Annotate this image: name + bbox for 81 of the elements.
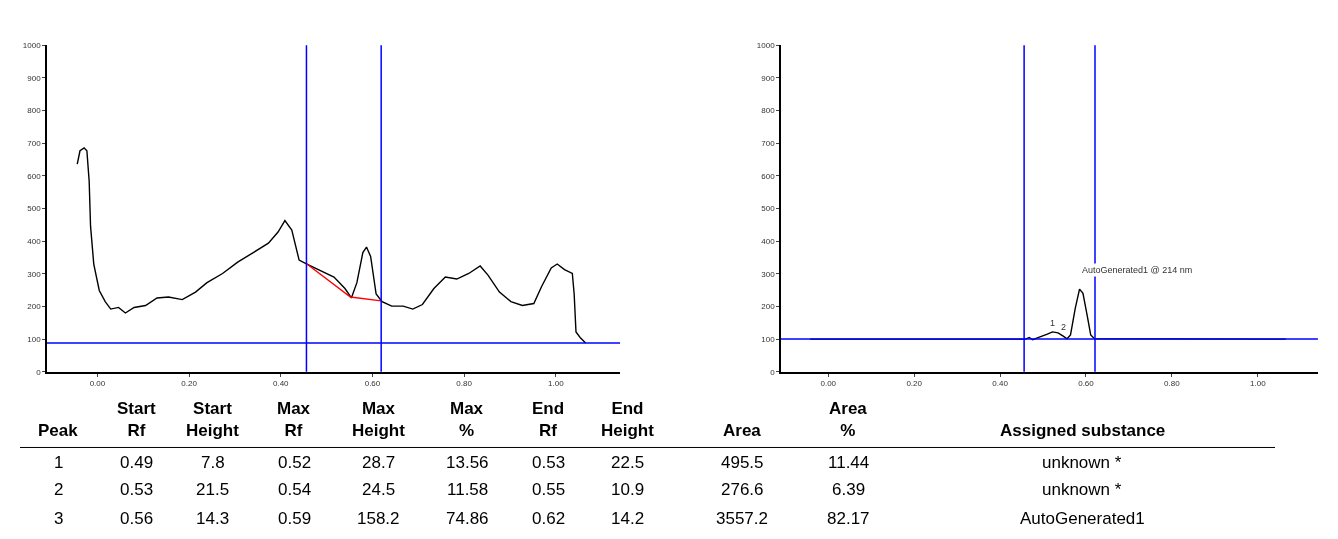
text: 14.2 [611, 509, 645, 528]
y-tick-label: 100 [761, 334, 776, 344]
y-tick-label: 900 [27, 73, 42, 83]
text: 0.49 [120, 453, 154, 472]
y-tick-label: 200 [761, 302, 776, 312]
text: 0.59 [278, 509, 312, 528]
x-tick-label: 0.20 [181, 379, 198, 389]
y-tick-label: 200 [27, 302, 42, 312]
y-tick-label: 300 [27, 269, 42, 279]
y-tick-label: 0 [770, 367, 776, 377]
y-tick-label: 500 [761, 204, 776, 214]
x-tick-label: 0.40 [272, 379, 290, 389]
text: Start Rf [117, 399, 157, 441]
text: Max Height [352, 399, 406, 441]
text: End Rf [532, 399, 565, 441]
text: 21.5 [196, 480, 230, 499]
x-tick-label: 1.00 [1250, 379, 1267, 389]
text: 6.39 [832, 480, 866, 499]
text: 3 [54, 509, 64, 528]
text: 11.58 [447, 480, 489, 499]
annotation: 1 [1050, 318, 1056, 328]
annotation: AutoGenerated1 @ 214 nm [1082, 265, 1193, 275]
text: 0.53 [532, 453, 566, 472]
text: 0.55 [532, 480, 566, 499]
text: 158.2 [357, 509, 400, 528]
x-tick-label: 0.00 [820, 379, 837, 389]
text: 495.5 [721, 453, 764, 472]
text: End Height [601, 399, 655, 441]
text: Max Rf [277, 399, 311, 441]
text: 3557.2 [716, 509, 768, 528]
y-tick-label: 700 [27, 139, 42, 149]
y-tick-label: 600 [761, 171, 776, 181]
text: unknown * [1042, 453, 1122, 472]
y-tick-label: 400 [761, 236, 776, 246]
text: AutoGenerated1 [1020, 509, 1145, 528]
x-tick-label: 0.60 [1078, 379, 1095, 389]
y-tick-label: 900 [761, 73, 776, 83]
y-tick-label: 1000 [756, 41, 776, 51]
text: 2 [54, 480, 64, 499]
y-tick-label: 600 [27, 171, 42, 181]
text: Area [723, 421, 762, 440]
text: 0.54 [278, 480, 312, 499]
text: 82.17 [827, 509, 870, 528]
x-tick-label: 0.80 [456, 379, 473, 389]
y-tick-label: 500 [27, 204, 42, 214]
text: 0.52 [278, 453, 312, 472]
text: 0.53 [120, 480, 154, 499]
annotation: 2 [1061, 322, 1067, 332]
text: 28.7 [362, 453, 396, 472]
x-tick-label: 0.00 [89, 379, 106, 389]
text: unknown * [1042, 480, 1122, 499]
text: 11.44 [828, 453, 870, 472]
text: 24.5 [362, 480, 396, 499]
text: Assigned substance [1000, 421, 1166, 440]
y-tick-label: 700 [761, 139, 776, 149]
text: 10.9 [611, 480, 645, 499]
y-tick-label: 100 [27, 334, 42, 344]
y-tick-label: 800 [27, 106, 42, 116]
y-tick-label: 1000 [22, 41, 42, 51]
y-tick-label: 400 [27, 236, 42, 246]
text: Area % [829, 399, 868, 441]
y-tick-label: 0 [36, 367, 42, 377]
x-tick-label: 0.20 [906, 379, 923, 389]
text: 0.56 [120, 509, 154, 528]
text: Start Height [186, 399, 240, 441]
text: 22.5 [611, 453, 645, 472]
text: 74.86 [446, 509, 489, 528]
text: 14.3 [196, 509, 230, 528]
x-tick-label: 0.60 [364, 379, 381, 389]
x-tick-label: 1.00 [548, 379, 565, 389]
text: 13.56 [446, 453, 489, 472]
y-tick-label: 300 [761, 269, 776, 279]
text: 0.62 [532, 509, 566, 528]
x-tick-label: 0.40 [992, 379, 1009, 389]
text: 276.6 [721, 480, 764, 499]
y-tick-label: 800 [761, 106, 776, 116]
x-tick-label: 0.80 [1164, 379, 1181, 389]
text: 1 [54, 453, 64, 472]
text: Max % [450, 399, 484, 441]
text: Peak [38, 421, 79, 440]
text: 7.8 [201, 453, 225, 472]
